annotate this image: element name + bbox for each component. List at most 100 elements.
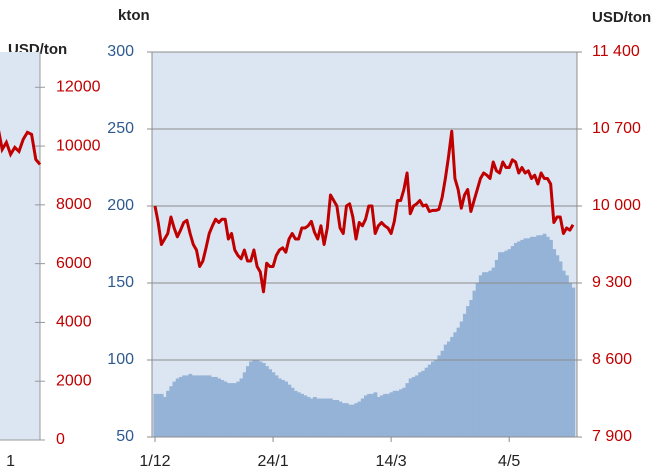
x-tick-label: 1/12 (139, 453, 170, 470)
volume-bar (328, 398, 333, 437)
y2-tick-label: 0 (56, 431, 65, 448)
volume-bar (389, 392, 394, 437)
volume-bar (316, 398, 320, 437)
volume-bar (300, 393, 304, 437)
volume-bar (319, 398, 324, 437)
volume-bar (561, 270, 566, 437)
volume-bar (348, 404, 352, 437)
volume-bar (239, 378, 244, 437)
volume-bar (201, 375, 206, 437)
volume-bar (258, 361, 263, 437)
volume-bar (162, 396, 167, 437)
volume-bar (411, 376, 416, 437)
volume-bar (159, 393, 164, 437)
volume-bar (166, 390, 170, 437)
volume-bar (459, 321, 464, 437)
volume-bar (555, 255, 560, 437)
volume-bar (501, 252, 505, 437)
volume-bar (204, 375, 209, 437)
y2-tick-label: 4000 (56, 314, 92, 331)
volume-bar (169, 386, 174, 437)
volume-bar (488, 270, 493, 437)
volume-bar (242, 372, 247, 437)
volume-bar (545, 236, 550, 437)
volume-bar (533, 236, 537, 437)
y-axis-label: kton (118, 7, 150, 24)
volume-bar (552, 249, 557, 437)
volume-bar (456, 327, 461, 437)
volume-bar (367, 393, 371, 437)
volume-bar (507, 249, 512, 437)
volume-bar (529, 236, 534, 437)
volume-bar (399, 389, 403, 437)
volume-bar (217, 378, 222, 437)
y2-tick-label: 8 600 (592, 351, 632, 368)
volume-bar (443, 344, 448, 437)
volume-bar (498, 252, 502, 437)
volume-bar (469, 299, 474, 437)
volume-bar (485, 272, 490, 437)
volume-bar (450, 336, 454, 437)
volume-bar (255, 360, 260, 437)
price-line (153, 129, 575, 294)
volume-bar (210, 376, 215, 437)
y-tick-label: 300 (107, 43, 134, 60)
y-tick-label: 200 (107, 197, 134, 214)
volume-bar (354, 403, 359, 437)
y2-tick-label: 11 400 (592, 43, 640, 60)
volume-bar (520, 239, 525, 437)
volume-bar (526, 238, 531, 437)
volume-bar (198, 375, 202, 437)
volume-bar (504, 250, 509, 437)
volume-bar (392, 390, 397, 437)
volume-bar (261, 363, 266, 437)
y2-tick-label: 12000 (56, 78, 101, 95)
y-tick-label: 250 (107, 120, 134, 137)
volume-bar (284, 381, 289, 437)
volume-bar (236, 381, 241, 437)
volume-bar (437, 355, 442, 437)
volume-bar (223, 381, 228, 437)
volume-bar (233, 383, 237, 437)
volume-bar (268, 369, 273, 437)
volume-bar (182, 375, 186, 437)
volume-bar (277, 378, 282, 437)
volume-bar (440, 350, 445, 437)
volume-bar (517, 241, 521, 437)
y2-tick-label: 6000 (56, 255, 92, 272)
y-tick-label: 150 (107, 274, 134, 291)
y-tick-label: 100 (107, 351, 134, 368)
volume-bar (185, 375, 190, 437)
volume-bar (290, 387, 295, 437)
volume-bar (207, 375, 212, 437)
y2-tick-label: 2000 (56, 372, 92, 389)
volume-bar (482, 272, 486, 437)
volume-bar (191, 375, 196, 437)
volume-bar (402, 387, 407, 437)
volume-bar (303, 395, 308, 437)
volume-bar (494, 259, 499, 437)
price-line (0, 129, 42, 166)
volume-bar (466, 306, 470, 437)
volume-bar (175, 378, 180, 437)
volume-bar (418, 372, 423, 437)
plot-area (0, 52, 40, 440)
volume-bar (357, 401, 362, 437)
volume-bar (446, 341, 451, 437)
volume-bar (558, 261, 563, 437)
volume-bar (539, 235, 544, 437)
volume-bar (421, 370, 426, 437)
volume-bar (571, 287, 576, 437)
y2-tick-label: 8000 (56, 196, 92, 213)
volume-bar (245, 366, 250, 437)
volume-bar (338, 401, 343, 437)
volume-bar (523, 238, 528, 437)
volume-bar (252, 360, 257, 437)
volume-bar (325, 398, 330, 437)
volume-bar (296, 392, 301, 437)
volume-bar (281, 380, 285, 437)
volume-bar (194, 375, 199, 437)
volume-bar (453, 332, 458, 437)
volume-bar (510, 246, 515, 437)
volume-bar (229, 383, 234, 437)
